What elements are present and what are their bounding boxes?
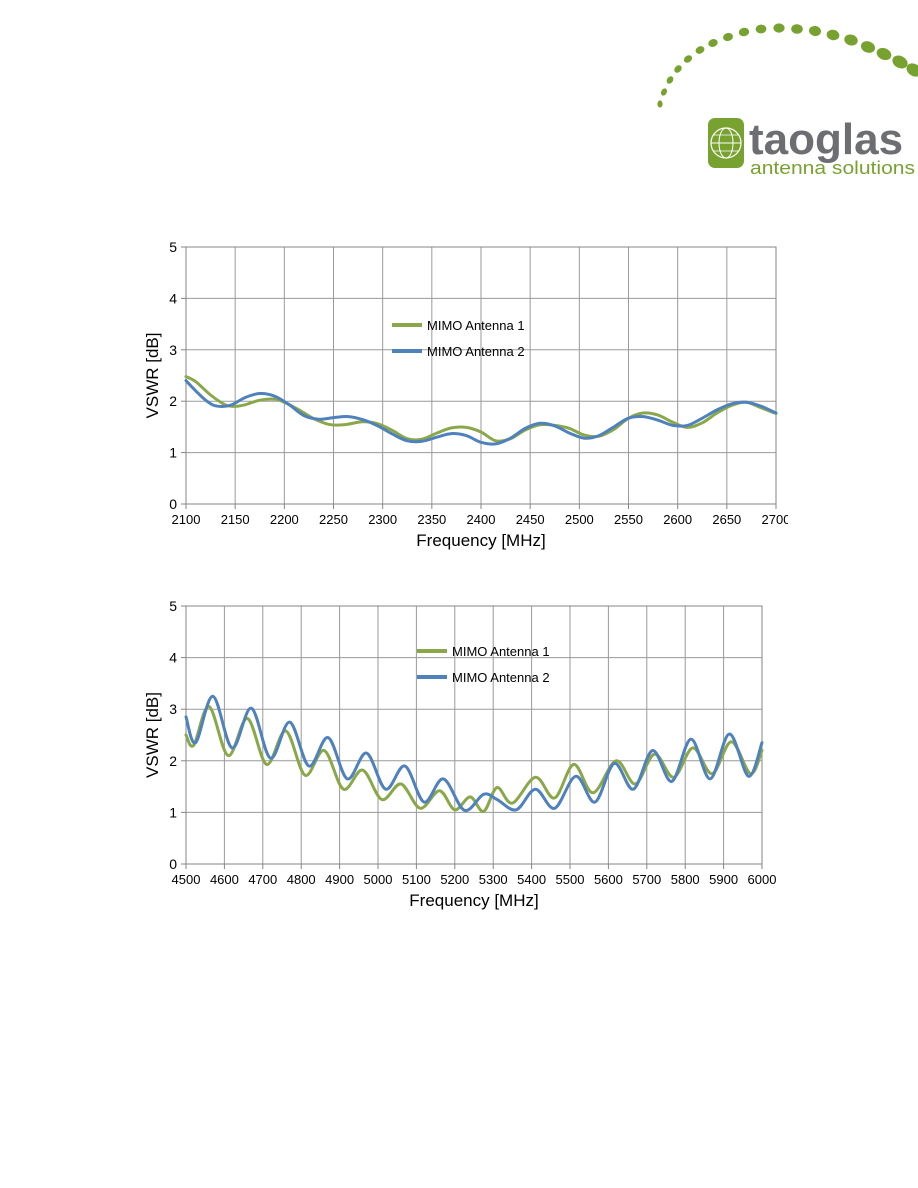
chart1-x-tick-label: 4900 xyxy=(325,872,354,887)
chart0-x-tick-label: 2300 xyxy=(368,512,397,527)
chart1-x-tick-label: 4800 xyxy=(287,872,316,887)
chart1-y-tick-label: 4 xyxy=(169,650,177,666)
globe-icon xyxy=(708,118,744,168)
chart0-y-tick-label: 0 xyxy=(169,496,177,512)
chart0-y-tick-label: 1 xyxy=(169,445,177,461)
chart1-x-tick-label: 6000 xyxy=(748,872,777,887)
chart1-legend-label-1: MIMO Antenna 1 xyxy=(452,644,550,659)
chart0-x-tick-label: 2550 xyxy=(614,512,643,527)
chart1-x-tick-label: 5700 xyxy=(632,872,661,887)
chart1-x-tick-label: 5000 xyxy=(364,872,393,887)
chart1-legend: MIMO Antenna 1 MIMO Antenna 2 xyxy=(417,644,550,685)
dotted-arc-icon xyxy=(657,23,918,108)
chart0-x-tick-label: 2200 xyxy=(270,512,299,527)
chart0-y-tick-label: 5 xyxy=(169,239,177,255)
chart0-x-tick-label: 2600 xyxy=(663,512,692,527)
chart1-x-tick-label: 5300 xyxy=(479,872,508,887)
chart0-y-tick-label: 3 xyxy=(169,342,177,358)
chart1-y-axis-label: VSWR [dB] xyxy=(143,692,162,778)
chart1-x-tick-label: 5600 xyxy=(594,872,623,887)
brand-tagline: antenna solutions xyxy=(750,158,915,178)
chart0-x-tick-label: 2250 xyxy=(319,512,348,527)
chart0-x-tick-label: 2400 xyxy=(467,512,496,527)
chart0-legend-label-2: MIMO Antenna 2 xyxy=(427,344,525,359)
chart1-x-tick-label: 5500 xyxy=(556,872,585,887)
chart1-x-tick-label: 4500 xyxy=(172,872,201,887)
chart1-x-tick-label: 5900 xyxy=(709,872,738,887)
chart1-x-tick-label: 5400 xyxy=(517,872,546,887)
chart1-x-tick-label: 4600 xyxy=(210,872,239,887)
chart1-x-tick-label: 5100 xyxy=(402,872,431,887)
chart0-series-line-1 xyxy=(184,375,778,443)
chart0-x-tick-label: 2700 xyxy=(762,512,788,527)
chart0-x-tick-label: 2450 xyxy=(516,512,545,527)
chart1-series-line-2 xyxy=(184,694,764,812)
chart0-x-tick-label: 2100 xyxy=(172,512,201,527)
chart0-y-tick-label: 4 xyxy=(169,290,177,306)
taoglas-logo: taoglas antenna solutions xyxy=(657,23,918,178)
chart1-y-tick-label: 2 xyxy=(169,753,177,769)
chart0-y-axis-label: VSWR [dB] xyxy=(143,333,162,419)
chart1-x-tick-label: 4700 xyxy=(248,872,277,887)
brand-name: taoglas xyxy=(749,115,903,164)
chart0-legend-label-1: MIMO Antenna 1 xyxy=(427,318,525,333)
chart1-x-tick-label: 5800 xyxy=(671,872,700,887)
chart0-x-tick-label: 2350 xyxy=(417,512,446,527)
chart1-y-tick-label: 3 xyxy=(169,701,177,717)
chart0-x-tick-label: 2150 xyxy=(221,512,250,527)
chart0-y-tick-label: 2 xyxy=(169,393,177,409)
chart1-y-tick-label: 5 xyxy=(169,598,177,614)
chart1-y-tick-label: 1 xyxy=(169,804,177,820)
chart1-x-tick-label: 5200 xyxy=(440,872,469,887)
vswr-chart-2100-2700: 2100 2150 2200 2250 2300 2350 2400 2450 2500 2550… xyxy=(143,239,788,550)
chart0-series-line-2 xyxy=(184,379,778,446)
chart0-x-tick-label: 2500 xyxy=(565,512,594,527)
chart1-y-tick-label: 0 xyxy=(169,856,177,872)
chart0-x-tick-label: 2650 xyxy=(712,512,741,527)
chart0-x-axis-label: Frequency [MHz] xyxy=(416,531,545,550)
chart1-x-axis-label: Frequency [MHz] xyxy=(409,891,538,910)
chart0-legend: MIMO Antenna 1 MIMO Antenna 2 xyxy=(392,318,525,359)
vswr-chart-4500-6000: 4500 4600 4700 4800 4900 5000 5100 5200 5300 5400… xyxy=(143,598,777,910)
chart1-legend-label-2: MIMO Antenna 2 xyxy=(452,670,550,685)
